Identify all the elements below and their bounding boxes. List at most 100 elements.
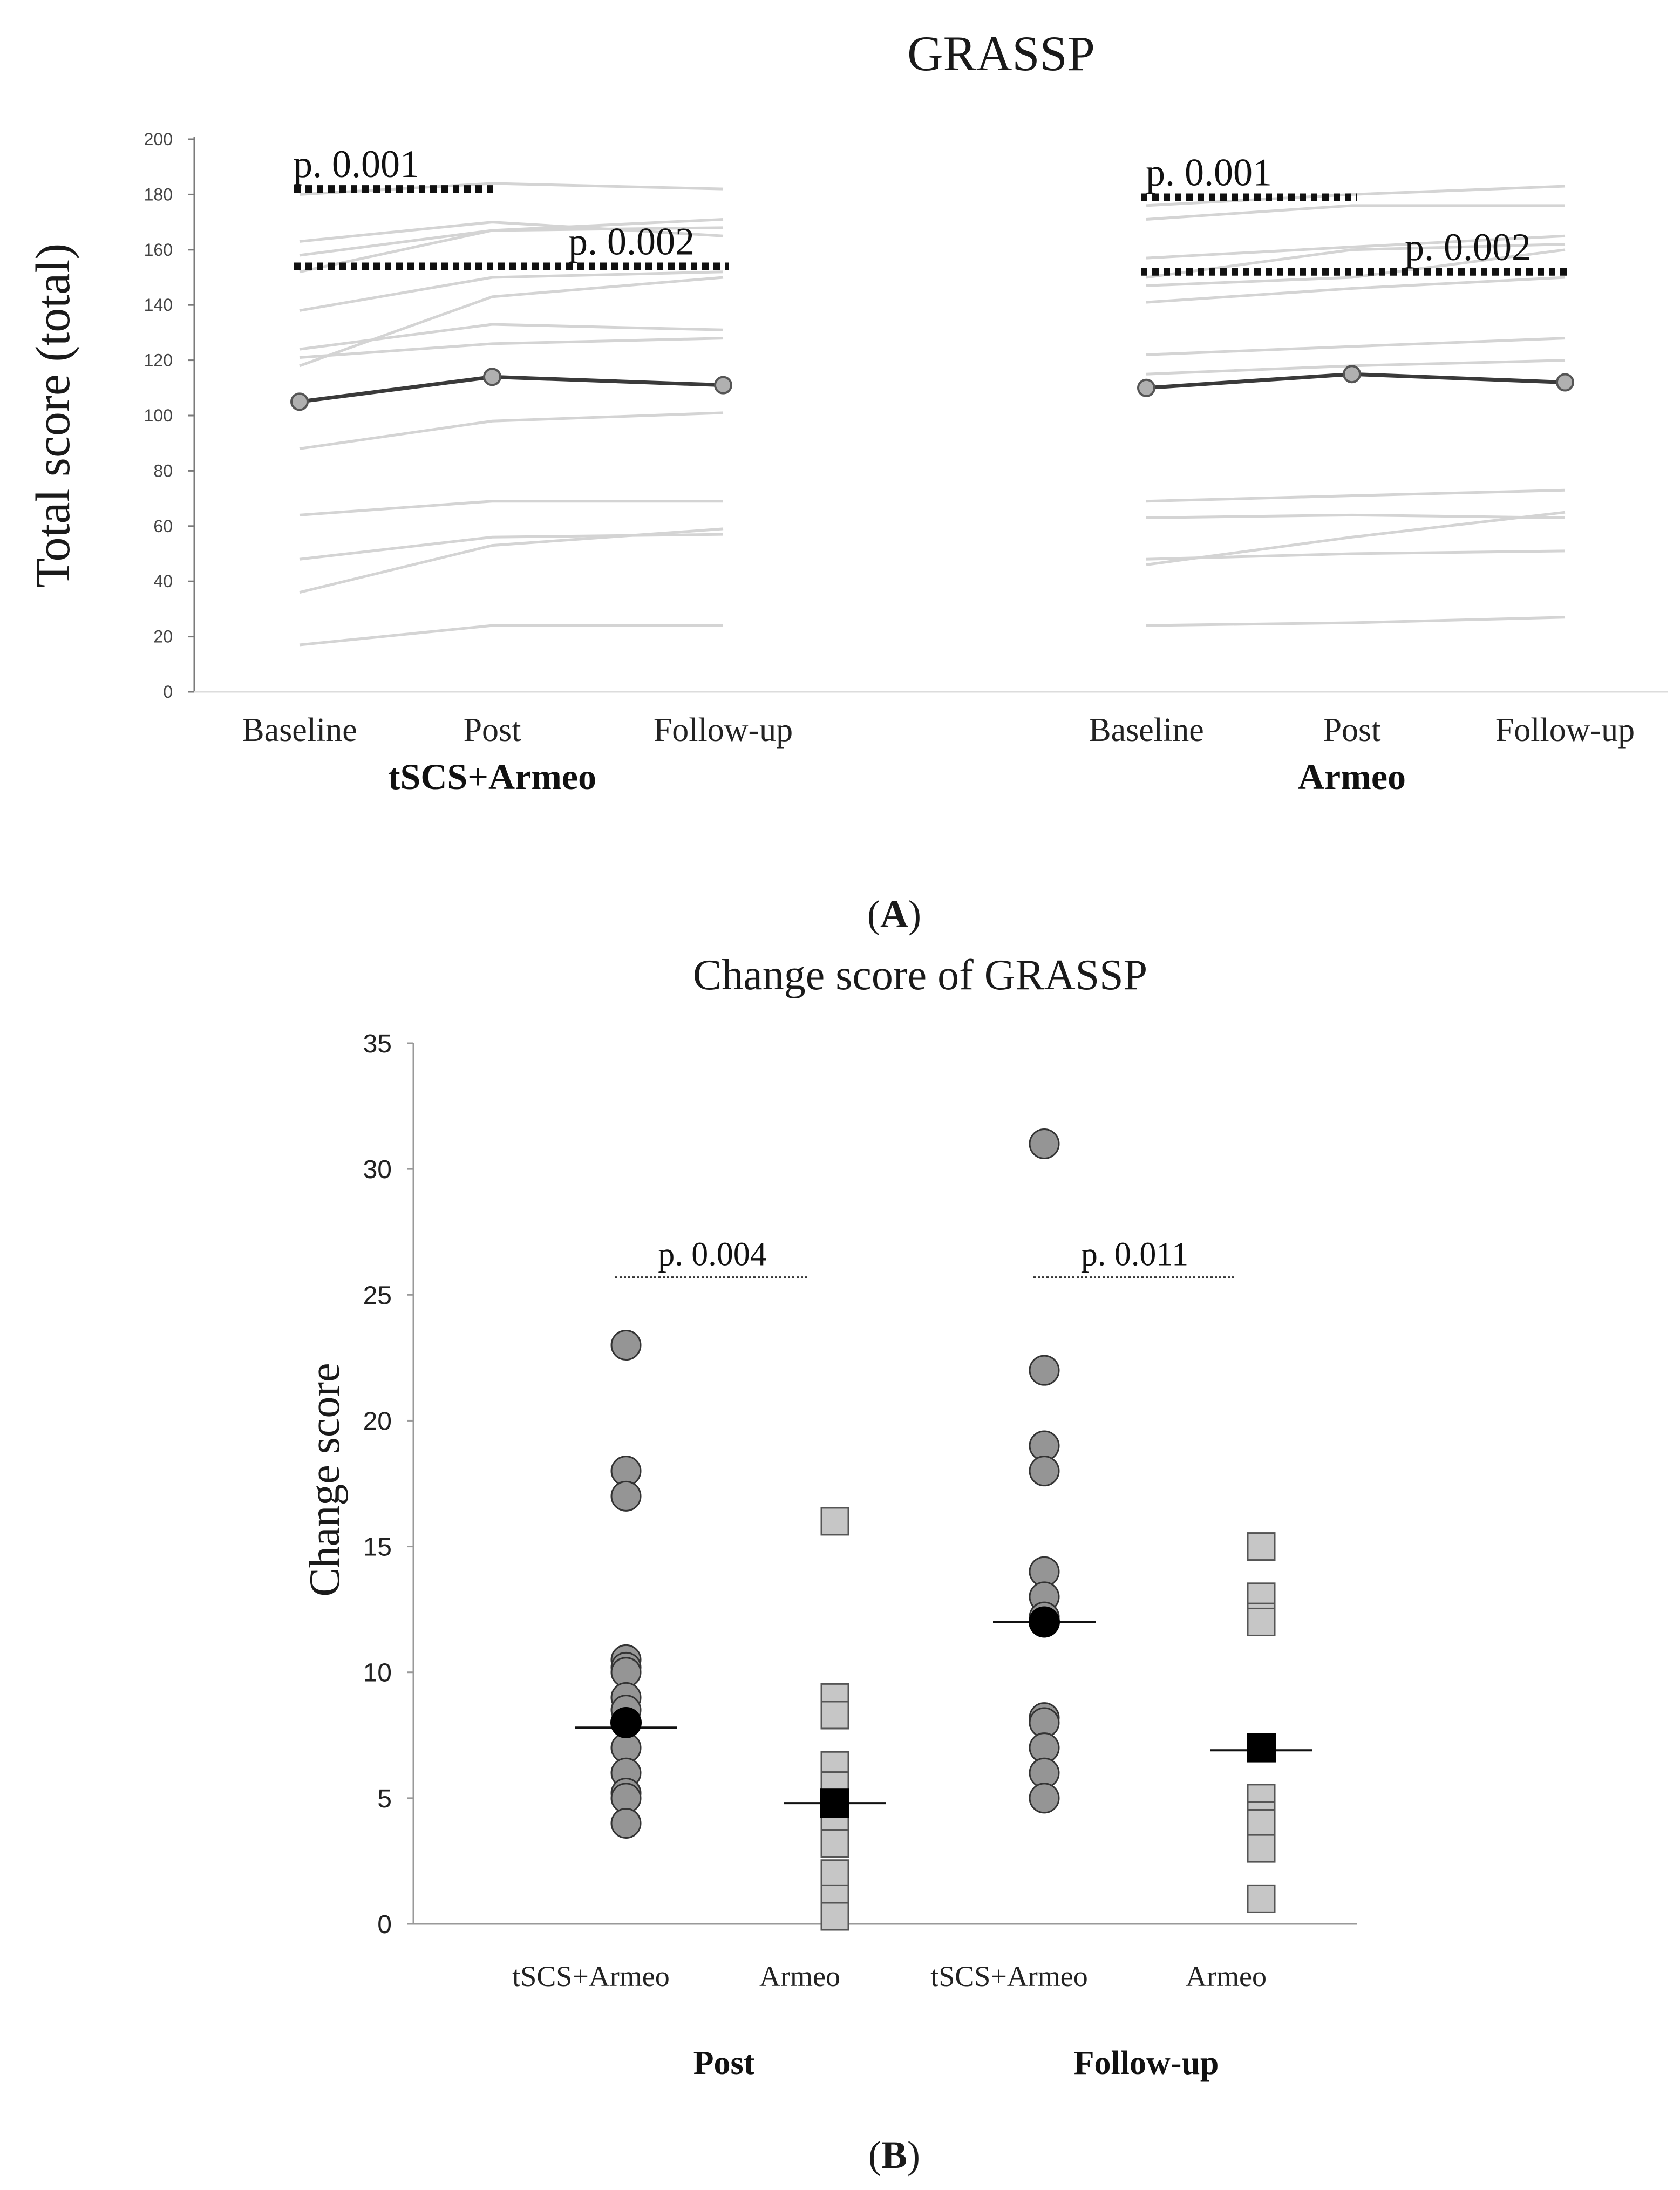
significance-label: p. 0.011: [1081, 1236, 1188, 1273]
median-point: [610, 1706, 642, 1738]
data-point-square: [820, 1829, 849, 1858]
timepoint-label: Post: [1323, 712, 1381, 749]
panel-a-ylabel: Total score (total): [26, 243, 80, 588]
data-point-square: [1247, 1532, 1276, 1561]
mean-line: [299, 375, 724, 404]
individual-line: [299, 217, 724, 257]
data-point-circle: [610, 1480, 642, 1512]
y-tick-label: 160: [144, 240, 173, 260]
mean-point: [1137, 378, 1155, 397]
y-tick-label: 35: [363, 1030, 392, 1058]
individual-line: [299, 411, 724, 450]
individual-line: [1146, 337, 1566, 356]
panel-a-significance: p. 0.001 p. 0.002 p. 0.001 p. 0.002: [293, 142, 1570, 276]
y-tick-label: 80: [153, 461, 173, 480]
significance-label: p. 0.001: [293, 142, 419, 186]
group-label: tSCS+Armeo: [388, 756, 596, 797]
panel-b-x-labels: tSCS+Armeo Armeo tSCS+Armeo Armeo Post Follow…: [512, 1960, 1267, 2082]
individual-line: [1146, 248, 1566, 287]
median-point: [820, 1788, 849, 1818]
significance-label: p. 0.001: [1146, 151, 1272, 194]
median-point: [1247, 1733, 1276, 1763]
panel-a-mean-lines: [290, 365, 1574, 411]
individual-line: [299, 624, 723, 647]
data-point-square: [1247, 1607, 1276, 1636]
significance-label: p. 0.002: [1405, 226, 1531, 269]
panel-b-title: Change score of GRASSP: [693, 951, 1147, 999]
significance-label: p. 0.004: [658, 1236, 767, 1273]
panel-a-title: GRASSP: [907, 26, 1095, 81]
y-tick-label: 180: [144, 185, 173, 204]
individual-line: [299, 221, 724, 243]
individual-line: [1146, 276, 1566, 304]
panel-a: GRASSP Total score (total) 0 20 40 60 80 100 1…: [26, 26, 1668, 936]
data-point-circle: [1029, 1783, 1060, 1814]
individual-line: [1146, 549, 1566, 561]
timepoint-group-label: Follow-up: [1074, 2045, 1219, 2082]
y-tick-label: 20: [153, 627, 173, 647]
panel-b-significance: p. 0.004 p. 0.011: [615, 1236, 1236, 1278]
individual-line: [299, 270, 724, 312]
data-point-square: [820, 1701, 849, 1730]
y-tick-label: 100: [144, 406, 173, 425]
individual-line: [1146, 185, 1566, 207]
data-point-circle: [610, 1807, 642, 1839]
y-tick-label: 15: [363, 1533, 392, 1562]
panel-b: Change score of GRASSP Change score 0 5 10…: [301, 951, 1357, 2177]
timepoint-label: Follow-up: [654, 712, 793, 749]
panel-a-letter: A: [880, 893, 908, 936]
y-tick-label: 60: [153, 516, 173, 536]
y-tick-label: 20: [363, 1407, 392, 1436]
timepoint-label: Follow-up: [1495, 712, 1635, 749]
mean-point: [483, 368, 501, 386]
group-label: Armeo: [1298, 756, 1406, 797]
category-label: Armeo: [1186, 1960, 1267, 1992]
panel-a-axes: 0 20 40 60 80 100 120 140 160 180 200: [144, 130, 1668, 702]
y-tick-label: 10: [363, 1659, 392, 1688]
data-point-circle: [1029, 1128, 1060, 1160]
timepoint-group-label: Post: [693, 2045, 755, 2082]
panel-b-label: (B): [868, 2133, 920, 2177]
panel-a-x-labels: Baseline Post Follow-up tSCS+Armeo Baseline P…: [242, 712, 1635, 797]
median-point: [1029, 1606, 1060, 1638]
data-point-circle: [1029, 1355, 1060, 1386]
y-tick-label: 25: [363, 1281, 392, 1310]
individual-line: [299, 527, 724, 594]
panel-a-individual-lines: [299, 182, 1566, 647]
y-tick-label: 120: [144, 351, 173, 370]
individual-line: [299, 500, 723, 516]
individual-line: [1146, 488, 1566, 503]
data-point-square: [820, 1902, 849, 1931]
y-tick-label: 40: [153, 572, 173, 591]
data-point-square: [1247, 1884, 1276, 1913]
mean-point: [714, 376, 732, 395]
panel-b-medians: [575, 1606, 1312, 1818]
individual-line: [1146, 234, 1566, 260]
category-label: Armeo: [759, 1960, 840, 1992]
y-tick-label: 200: [144, 130, 173, 149]
individual-line: [299, 533, 724, 561]
data-point-circle: [1029, 1456, 1060, 1487]
y-tick-label: 30: [363, 1155, 392, 1184]
individual-line: [299, 323, 724, 351]
timepoint-label: Post: [464, 712, 521, 749]
mean-point: [1556, 373, 1574, 392]
panel-a-label: (A): [867, 893, 921, 936]
timepoint-label: Baseline: [1089, 712, 1204, 749]
y-tick-label: 5: [377, 1785, 392, 1813]
significance-label: p. 0.002: [568, 220, 695, 263]
data-point-square: [1247, 1834, 1276, 1863]
data-point-square: [1247, 1808, 1276, 1838]
category-label: tSCS+Armeo: [512, 1960, 670, 1992]
panel-b-axes: 0 5 10 15 20 25 30 35: [363, 1030, 1357, 1939]
data-point-circle: [610, 1330, 642, 1361]
individual-line: [1146, 616, 1566, 627]
y-tick-label: 0: [163, 682, 173, 702]
data-point-square: [820, 1859, 849, 1888]
individual-line: [299, 276, 724, 368]
y-tick-label: 0: [377, 1910, 392, 1939]
panel-b-letter: B: [881, 2133, 907, 2177]
individual-line: [1146, 511, 1566, 566]
